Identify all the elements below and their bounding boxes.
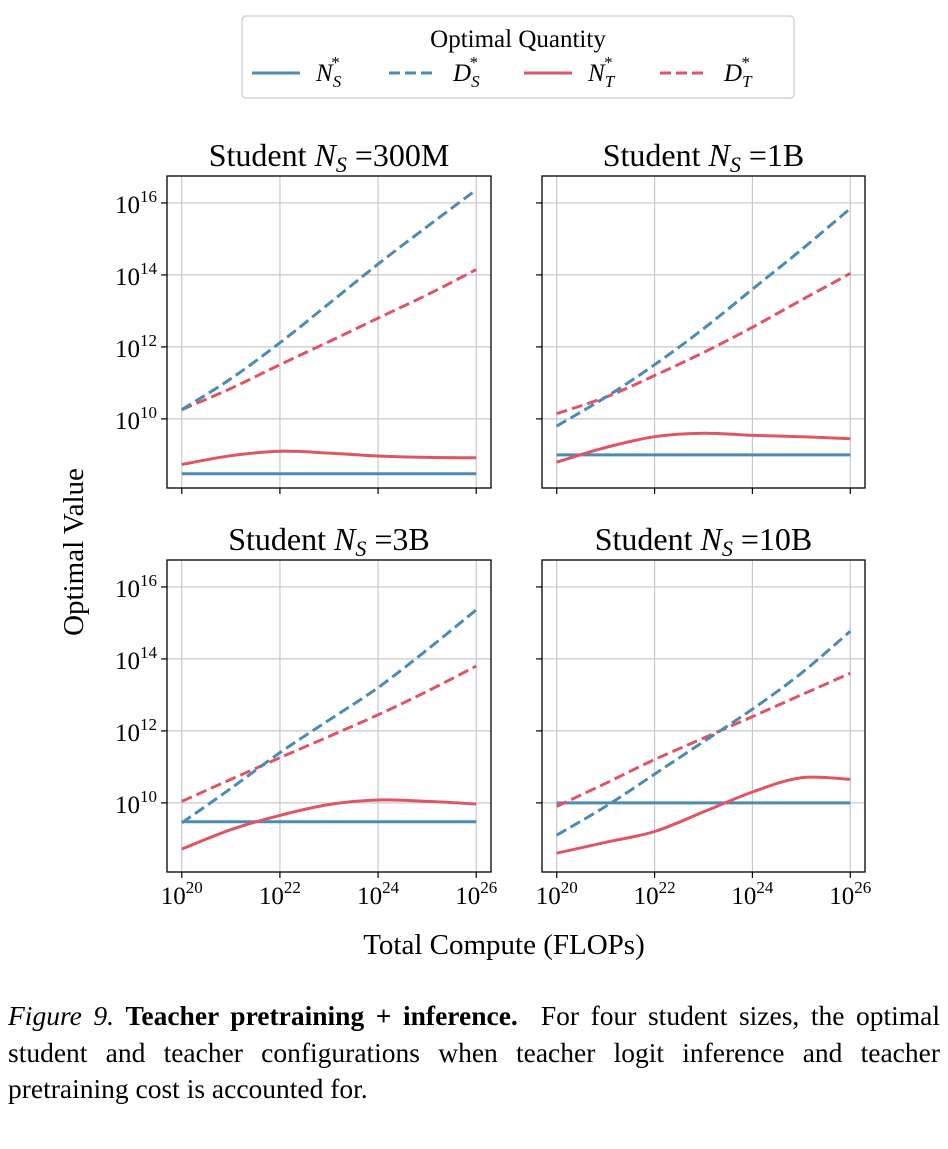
series-line-NT — [181, 798, 477, 851]
figure-caption: Figure 9. Teacher pretraining + inferenc… — [8, 998, 940, 1108]
series-line-DS — [180, 608, 478, 825]
legend-label-DS: DS* — [452, 53, 480, 91]
panel-frame — [541, 559, 866, 873]
legend-title: Optimal Quantity — [430, 26, 606, 53]
panel-title: Student NS =10B — [595, 521, 813, 561]
y-tick-label: 1012 — [115, 331, 157, 363]
series-line-DS — [555, 207, 852, 428]
series-line-DT — [556, 272, 852, 416]
series-line-DS — [555, 630, 852, 837]
figure: Optimal Quantity NS* DS* NT* DT* Student NS =… — [58, 15, 872, 961]
caption-title: Teacher pretraining + inference. — [125, 1000, 518, 1031]
legend-label-NS: NS* — [315, 53, 342, 91]
x-tick-label: 1020 — [536, 878, 578, 910]
panel-4: Student NS =10B 1020 1022 1024 1026 — [536, 521, 872, 910]
y-tick-label: 1016 — [115, 571, 157, 603]
legend-label-DT: DT* — [723, 53, 753, 91]
panel-3: Student NS =3B 1020 1022 1024 1026 1010 1012 10… — [115, 521, 497, 910]
x-tick-label: 1026 — [455, 878, 497, 910]
panel-frame — [166, 559, 492, 873]
legend-label-NT: NT* — [587, 53, 616, 91]
y-tick-label: 1010 — [115, 787, 157, 819]
x-tick-label: 1024 — [731, 878, 774, 910]
legend: Optimal Quantity NS* DS* NT* DT* — [241, 15, 795, 99]
x-axis-label: Total Compute (FLOPs) — [363, 929, 645, 961]
series-line-DS — [180, 188, 478, 411]
series-line-NT — [556, 775, 851, 855]
series-line-DT — [556, 671, 851, 808]
legend-entry-DS: DS* — [389, 53, 480, 91]
legend-entry-NS: NS* — [252, 53, 342, 91]
legend-entry-DT: DT* — [660, 53, 753, 91]
y-tick-label: 1016 — [115, 187, 157, 219]
panel-title: Student NS =300M — [209, 137, 450, 177]
series-line-DT — [181, 664, 477, 803]
panel-title: Student NS =3B — [228, 521, 430, 561]
series-line-NT — [556, 431, 851, 464]
y-tick-label: 1014 — [115, 259, 158, 291]
caption-text: For four student sizes, the optimal stud… — [8, 1000, 940, 1104]
y-tick-label: 1014 — [115, 643, 158, 675]
series-line-NT — [181, 449, 477, 466]
series-line-DT — [181, 268, 477, 412]
y-tick-label: 1010 — [115, 403, 157, 435]
caption-label: Figure 9. — [8, 1000, 114, 1031]
x-tick-label: 1024 — [357, 878, 400, 910]
y-axis-label: Optimal Value — [58, 468, 90, 636]
x-tick-label: 1026 — [829, 878, 871, 910]
y-tick-label: 1012 — [115, 715, 157, 747]
panel-title: Student NS =1B — [603, 137, 805, 177]
x-tick-label: 1022 — [259, 878, 301, 910]
panel-frame — [541, 175, 866, 489]
x-tick-label: 1020 — [161, 878, 203, 910]
x-tick-label: 1022 — [634, 878, 676, 910]
legend-entry-NT: NT* — [524, 53, 616, 91]
panel-frame — [166, 175, 492, 489]
panel-1: Student NS =300M 1010 1012 1014 1016 — [115, 137, 492, 494]
panel-2: Student NS =1B — [536, 137, 866, 494]
legend-frame — [241, 15, 795, 99]
